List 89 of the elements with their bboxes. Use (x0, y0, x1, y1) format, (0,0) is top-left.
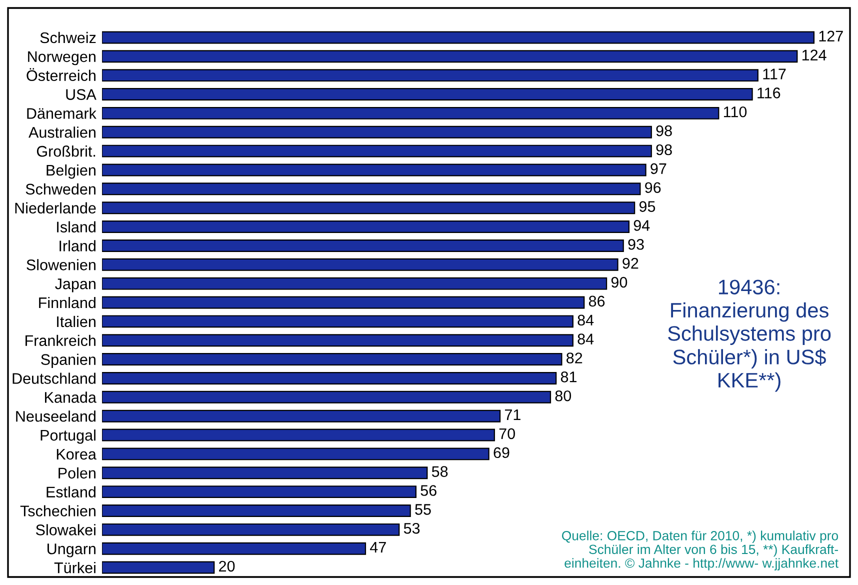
data-label: 116 (758, 88, 780, 98)
bar (102, 466, 428, 480)
bar (102, 220, 630, 234)
y-tick-label: Irland (60, 240, 96, 252)
y-tick-label: Portugal (40, 429, 96, 444)
y-tick-label: Spanien (41, 354, 96, 368)
y-tick-label: Finnland (39, 296, 96, 308)
data-label: 84 (578, 334, 594, 344)
y-tick-label: Großbrit. (36, 146, 96, 157)
y-tick-label: Slowakei (36, 524, 96, 536)
bar (102, 504, 411, 517)
data-label: 55 (415, 504, 431, 515)
data-label: 71 (504, 410, 520, 420)
y-tick-label: Japan (55, 278, 96, 292)
data-label: 124 (802, 50, 826, 60)
y-tick-label: Niederlande (15, 202, 96, 214)
y-tick-label: Neuseeland (16, 410, 96, 422)
y-tick-label: Ungarn (48, 544, 96, 558)
bar (102, 69, 758, 82)
y-tick-label: Österreich (26, 68, 96, 82)
data-label: 20 (219, 560, 235, 572)
bar (102, 277, 608, 290)
y-tick-label: Italien (57, 316, 96, 328)
y-tick-label: Island (57, 221, 96, 232)
bar (102, 296, 585, 309)
bar (102, 164, 646, 176)
data-label: 96 (645, 182, 661, 194)
data-label: 86 (588, 296, 605, 307)
data-label: 53 (404, 522, 420, 534)
bar (102, 372, 557, 384)
y-tick-label: Australien (28, 126, 96, 138)
data-label: 94 (634, 220, 650, 231)
y-tick-label: Kanada (45, 392, 96, 403)
data-label: 90 (611, 276, 628, 288)
bar (102, 448, 490, 460)
data-label: 70 (499, 428, 515, 440)
bar (102, 31, 815, 44)
y-tick-label: Dänemark (27, 108, 96, 119)
bar (102, 428, 495, 442)
y-tick-label: Slowenien (26, 259, 96, 270)
bar (102, 182, 641, 196)
y-tick-label: Deutschland (12, 372, 96, 384)
text: 19436: Finanzierung des Schulsystems pro Schüler*) in US$ KKE**) (668, 280, 831, 392)
data-label: 56 (420, 485, 436, 496)
bar (102, 561, 215, 574)
y-tick-label: USA (66, 89, 96, 100)
y-tick-label: Schweden (26, 183, 96, 195)
y-tick-label: Estland (46, 486, 96, 498)
data-label: 81 (560, 372, 576, 382)
bar (102, 144, 652, 158)
bar (102, 258, 618, 271)
data-label: 127 (819, 30, 843, 42)
y-tick-label: Belgien (46, 164, 96, 179)
bar (102, 523, 400, 536)
data-label: 98 (656, 144, 672, 156)
y-tick-label: Tschechien (20, 505, 96, 516)
bar (102, 126, 652, 138)
data-label: 117 (763, 68, 786, 80)
bar (102, 353, 562, 366)
data-label: 80 (555, 390, 572, 402)
data-label: 92 (622, 258, 638, 269)
bar (102, 390, 552, 404)
y-tick-label: Schweiz (40, 32, 96, 44)
data-label: 69 (494, 447, 510, 458)
data-label: 84 (578, 314, 594, 326)
data-label: 110 (724, 106, 747, 118)
annotation: Quelle: OECD, Daten für 2010, *) kumulativ pro Schüler im Alter von 6 bis 15, **) Kaufkraft- einheiten. © Jahnke - http://www- w.jjahnke.net (562, 530, 838, 570)
y-tick-label: Türkei (54, 562, 96, 574)
y-tick-label: Frankreich (26, 334, 96, 346)
bar (102, 50, 798, 63)
bar (102, 202, 636, 214)
bar (102, 315, 574, 328)
bar (102, 410, 501, 422)
y-tick-label: Norwegen (28, 51, 96, 66)
bar (102, 106, 720, 120)
bar (102, 334, 574, 347)
y-tick-label: Polen (58, 467, 96, 479)
bar (102, 486, 416, 498)
data-label: 98 (656, 125, 672, 136)
bar (102, 239, 624, 252)
data-label: 82 (566, 352, 582, 364)
data-label: 97 (650, 163, 666, 174)
data-label: 47 (370, 542, 386, 553)
y-tick-label: Korea (56, 448, 96, 460)
data-label: 93 (628, 238, 644, 250)
data-label: 95 (639, 201, 656, 212)
data-label: 58 (432, 466, 448, 477)
bar (102, 88, 753, 100)
bar (102, 542, 366, 555)
